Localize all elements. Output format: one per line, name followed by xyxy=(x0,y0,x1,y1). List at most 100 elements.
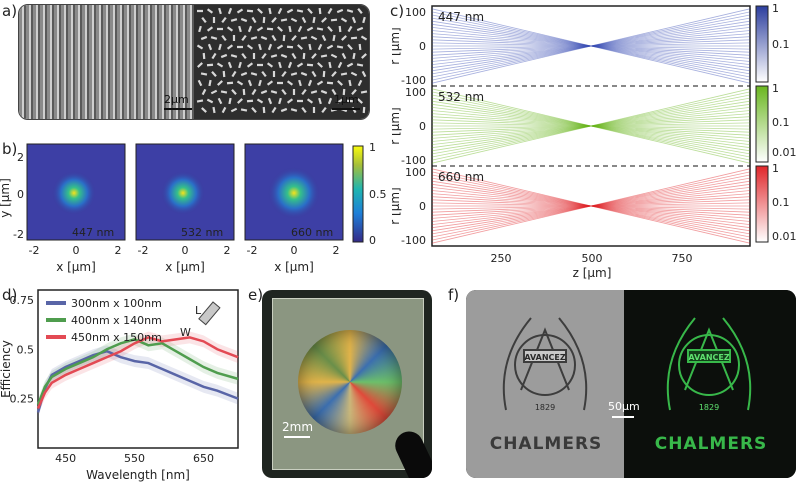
nanofin xyxy=(338,25,342,33)
chart-xlabel: Wavelength [nm] xyxy=(86,468,190,482)
nanofin xyxy=(346,99,354,103)
ray xyxy=(431,125,592,161)
ray xyxy=(590,125,751,161)
nanofin xyxy=(218,7,222,15)
nanofin xyxy=(247,79,253,87)
ray xyxy=(431,27,592,47)
ray xyxy=(431,199,592,207)
nanofin xyxy=(357,7,363,15)
panel-label-c: c) xyxy=(390,2,405,20)
logo-word-green: CHALMERS xyxy=(654,434,768,454)
ray xyxy=(431,196,592,207)
nanofin xyxy=(206,8,214,14)
nanofin xyxy=(237,98,243,104)
ray xyxy=(431,205,592,244)
ray xyxy=(431,205,592,241)
ray-ytick: -100 xyxy=(401,154,426,167)
nanofin xyxy=(340,72,348,76)
nanofin xyxy=(327,7,333,15)
ray xyxy=(590,45,751,72)
sem-image-panel: 2µm 1µm xyxy=(18,4,370,120)
nanofin xyxy=(220,90,228,94)
ray xyxy=(431,45,592,50)
nanofin xyxy=(258,79,262,87)
nanofin xyxy=(326,44,334,50)
nanofin xyxy=(342,88,346,96)
ray xyxy=(431,8,592,47)
ray xyxy=(590,168,751,207)
nanofin xyxy=(330,53,338,59)
nanofin xyxy=(317,62,323,68)
chart-ytick: 0.5 xyxy=(17,343,35,356)
ray xyxy=(590,205,751,244)
ray-ytick: -100 xyxy=(401,234,426,247)
nanofin xyxy=(257,8,263,14)
focal-map-532 xyxy=(135,143,235,241)
nanofin xyxy=(251,16,257,24)
nanofin xyxy=(238,25,242,33)
map1-xtick-0: 0 xyxy=(73,244,80,257)
nanofin xyxy=(307,79,313,87)
nanofin xyxy=(306,98,314,104)
nanofin xyxy=(290,72,298,76)
nanofin xyxy=(210,36,218,40)
ray xyxy=(590,45,751,56)
ray xyxy=(431,125,592,133)
ray xyxy=(590,100,751,127)
nanofin xyxy=(341,35,347,41)
ray xyxy=(431,171,592,207)
map-wl-447: 447 nm xyxy=(72,226,114,239)
seal-motto-grey: AVANCEZ xyxy=(524,353,566,362)
nanofin xyxy=(341,52,347,60)
nanofin xyxy=(217,80,223,86)
nanofin xyxy=(281,88,287,96)
ray xyxy=(431,39,592,47)
ray xyxy=(431,45,592,81)
ray-ytick: 100 xyxy=(405,86,426,99)
ray xyxy=(431,103,592,127)
nanofin xyxy=(318,7,322,15)
ray xyxy=(431,125,592,155)
nanofin xyxy=(286,45,294,49)
ray xyxy=(590,205,751,235)
nanofin xyxy=(201,107,207,113)
nanofin xyxy=(206,63,214,67)
nanofin xyxy=(350,71,358,77)
ray xyxy=(590,113,751,127)
seal-grey xyxy=(502,317,588,411)
ray-propagation-figure: 447 nm 532 nm 660 nm 1000-1001000-100100… xyxy=(392,2,797,280)
series-line-1 xyxy=(36,349,239,413)
ray xyxy=(590,177,751,207)
ray xyxy=(590,196,751,207)
nanofin xyxy=(361,70,367,78)
map3-xlabel: x [µm] xyxy=(274,260,314,274)
nanofin xyxy=(266,62,274,68)
ray xyxy=(590,45,751,59)
nanofin xyxy=(206,98,214,104)
ray xyxy=(431,125,592,136)
ray xyxy=(431,45,592,72)
nanofin xyxy=(221,16,227,24)
series-line-3 xyxy=(36,336,239,410)
nanofin xyxy=(200,72,208,76)
nanofin xyxy=(217,97,223,105)
nanofin xyxy=(228,97,232,105)
ray xyxy=(431,180,592,207)
logo-sem-half xyxy=(466,290,624,478)
ray xyxy=(590,125,751,158)
legend-label-3: 450nm x 150nm xyxy=(71,331,162,344)
nanofin xyxy=(250,72,258,76)
ray xyxy=(431,177,592,207)
cbar-green-1: 1 xyxy=(772,82,779,95)
scale-bar-left-label: 2µm xyxy=(164,93,189,106)
nanofin xyxy=(211,71,217,77)
nanofin xyxy=(262,106,266,114)
nanofin xyxy=(226,26,234,32)
nanofin xyxy=(352,52,356,60)
ray xyxy=(431,45,592,56)
ray-ylabel-2: r [µm] xyxy=(392,107,402,144)
nanofin xyxy=(302,52,306,60)
map1-xlabel: x [µm] xyxy=(56,260,96,274)
ray xyxy=(590,205,751,232)
ray xyxy=(431,94,592,127)
